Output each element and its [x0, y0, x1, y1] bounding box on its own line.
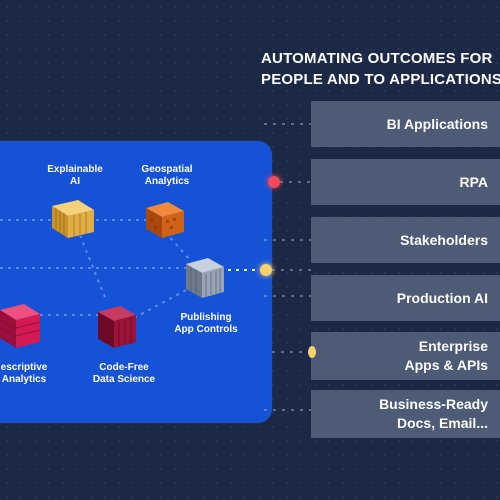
outcome-production-ai: Production AI [311, 275, 500, 321]
code-free-label-line1: Code-Free [99, 362, 149, 373]
outcome-stakeholders: Stakeholders [311, 217, 500, 263]
outcome-label-line1: Enterprise [418, 338, 488, 354]
connector-line [164, 231, 193, 263]
geospatial-label-line1: Geospatial [141, 164, 193, 175]
geospatial-cube-icon [146, 202, 184, 238]
heading-line-2: PEOPLE AND TO APPLICATIONS [261, 71, 500, 88]
code-free-label-line2: Data Science [92, 374, 156, 385]
publishing-label: Publishing App Controls [168, 312, 244, 336]
explainable-ai-cube-icon [52, 200, 94, 238]
outcome-label: RPA [459, 173, 488, 190]
outcome-label: Business-Ready Docs, Email... [379, 395, 488, 433]
outcome-label: Enterprise Apps & APIs [405, 337, 489, 375]
outcome-enterprise-apps: Enterprise Apps & APIs [311, 332, 500, 380]
publishing-cube-icon [186, 258, 224, 298]
code-free-cube-icon [98, 306, 136, 348]
pulse-dot-yellow-small [308, 346, 316, 358]
outcome-label: BI Applications [386, 115, 488, 132]
publishing-label-line2: App Controls [174, 324, 238, 335]
outcome-label-line2: Docs, Email... [396, 415, 488, 431]
explainable-ai-label: Explainable AI [40, 164, 110, 188]
connector-line [79, 234, 107, 301]
outcome-label: Production AI [396, 289, 488, 306]
geospatial-label: Geospatial Analytics [130, 164, 204, 188]
heading-line-1: AUTOMATING OUTCOMES FOR [261, 50, 493, 67]
explainable-ai-label-line2: AI [70, 176, 80, 187]
pulse-dot-red [268, 176, 280, 188]
outcome-label-line1: Business-Ready [379, 396, 488, 412]
prescriptive-label-line2: Analytics [1, 374, 47, 385]
publishing-label-line1: Publishing [180, 312, 232, 323]
outcome-rpa: RPA [311, 159, 500, 205]
prescriptive-label: escriptive Analytics [0, 362, 62, 386]
prescriptive-label-line1: escriptive [0, 362, 48, 373]
section-heading: AUTOMATING OUTCOMES FOR PEOPLE AND TO AP… [261, 48, 500, 90]
outcome-label: Stakeholders [400, 231, 488, 248]
code-free-label: Code-Free Data Science [84, 362, 164, 386]
outcome-label-line2: Apps & APIs [404, 357, 489, 373]
outcome-bi-applications: BI Applications [311, 101, 500, 147]
outcome-business-ready-docs: Business-Ready Docs, Email... [311, 390, 500, 438]
prescriptive-cube-icon [0, 304, 41, 348]
geospatial-label-line2: Analytics [144, 176, 190, 187]
explainable-ai-label-line1: Explainable [47, 164, 103, 175]
connector-line [133, 287, 191, 319]
pulse-dot-yellow [260, 264, 272, 276]
analytics-panel [0, 141, 272, 423]
